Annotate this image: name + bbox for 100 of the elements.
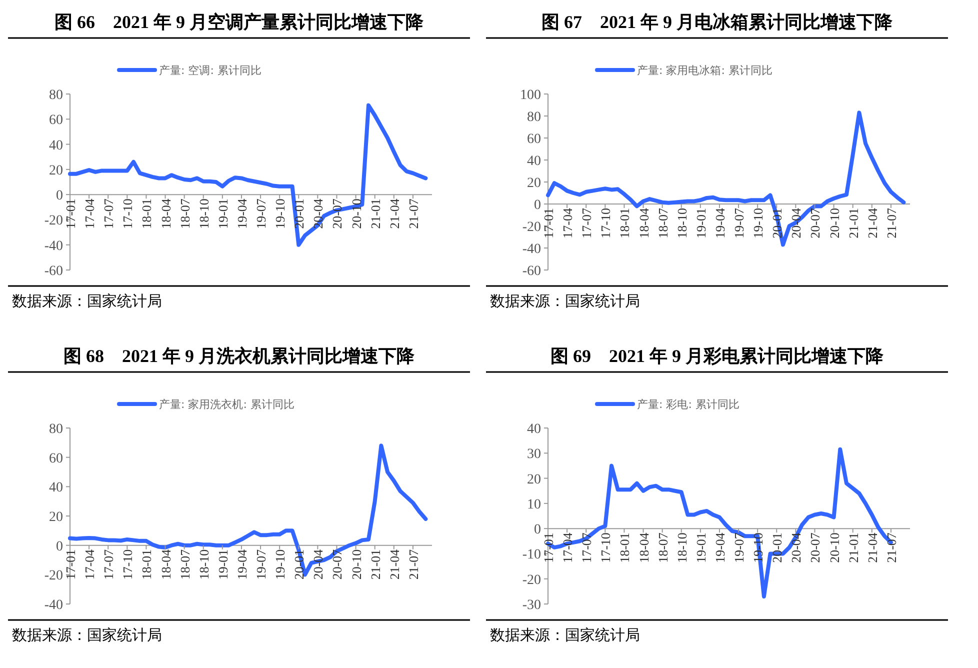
- x-tick-label: 20-10: [826, 208, 842, 238]
- x-tick-label: 19-07: [254, 198, 269, 229]
- x-tick-label: 21-01: [846, 532, 861, 563]
- x-tick-label: 17-10: [120, 549, 136, 580]
- x-tick-label: 20-01: [770, 532, 785, 563]
- x-tick-label: 17-07: [101, 198, 116, 229]
- x-tick-label: 19-01: [215, 198, 230, 229]
- x-tick-label: 20-01: [292, 549, 307, 580]
- x-tick-label: 17-01: [541, 208, 556, 238]
- x-tick-label: 21-01: [368, 198, 383, 229]
- chart-title: 图 67 2021 年 9 月电冰箱累计同比增速下降: [542, 12, 894, 32]
- y-tick-label: -20: [44, 568, 63, 584]
- x-tick-label: 18-10: [674, 208, 690, 238]
- x-tick-label: 17-07: [579, 532, 594, 563]
- y-tick-label: -20: [44, 214, 63, 229]
- x-tick-label: 19-01: [215, 549, 230, 580]
- x-tick-label: 20-01: [770, 208, 785, 238]
- y-tick-label: 20: [527, 472, 541, 488]
- x-tick-label: 18-01: [139, 549, 154, 580]
- y-tick-label: 60: [49, 113, 63, 128]
- source-note: 数据来源：国家统计局: [490, 293, 640, 310]
- chart-title: 图 68 2021 年 9 月洗衣机累计同比增速下降: [64, 346, 416, 366]
- x-tick-label: 19-10: [750, 532, 766, 563]
- x-tick-label: 17-01: [63, 549, 78, 580]
- y-tick-label: -40: [44, 238, 63, 254]
- y-tick-label: 0: [56, 188, 63, 204]
- x-tick-label: 18-01: [139, 198, 154, 229]
- x-tick-label: 19-04: [234, 548, 250, 580]
- x-tick-label: 20-07: [330, 198, 345, 229]
- x-tick-label: 21-04: [864, 532, 880, 563]
- source-note: 数据来源：国家统计局: [490, 627, 640, 644]
- x-tick-label: 20-10: [348, 198, 364, 229]
- x-tick-label: 21-01: [368, 549, 383, 580]
- x-tick-label: 21-07: [406, 548, 421, 580]
- chart-title: 图 69 2021 年 9 月彩电累计同比增速下降: [550, 346, 884, 366]
- x-tick-label: 21-01: [846, 208, 861, 238]
- y-tick-label: -60: [44, 264, 63, 279]
- x-tick-label: 19-07: [254, 548, 269, 580]
- y-tick-label: 80: [527, 110, 541, 125]
- x-tick-label: 17-10: [598, 208, 614, 238]
- legend-label: 产量: 家用电冰箱: 累计同比: [637, 64, 772, 77]
- x-tick-label: 21-07: [406, 198, 421, 229]
- x-tick-label: 18-10: [196, 549, 212, 580]
- y-tick-label: 20: [49, 163, 63, 178]
- x-tick-label: 17-10: [598, 532, 614, 563]
- x-tick-label: 20-04: [788, 532, 804, 563]
- y-tick-label: -20: [522, 572, 541, 588]
- y-tick-label: 100: [520, 88, 541, 103]
- x-tick-label: 19-04: [712, 532, 728, 563]
- y-tick-label: -60: [522, 264, 541, 279]
- y-tick-label: 10: [527, 497, 541, 512]
- y-tick-label: 60: [527, 132, 541, 147]
- source-note: 数据来源：国家统计局: [12, 627, 162, 644]
- x-tick-label: 17-01: [541, 532, 556, 563]
- x-tick-label: 20-04: [310, 198, 326, 229]
- x-tick-label: 18-01: [617, 208, 632, 238]
- line-series: [68, 103, 428, 247]
- x-tick-label: 20-07: [808, 208, 823, 238]
- x-tick-label: 20-04: [310, 548, 326, 580]
- x-tick-label: 20-07: [330, 548, 345, 580]
- line-series: [68, 444, 428, 577]
- chart-title: 图 66 2021 年 9 月空调产量累计同比增速下降: [54, 12, 424, 32]
- x-tick-label: 17-04: [82, 548, 98, 580]
- x-tick-label: 19-04: [712, 208, 728, 238]
- x-tick-label: 21-04: [386, 198, 402, 229]
- x-tick-label: 18-07: [655, 208, 670, 238]
- x-tick-label: 17-04: [82, 198, 98, 229]
- x-tick-label: 18-10: [674, 532, 690, 563]
- x-tick-label: 18-07: [177, 198, 192, 229]
- x-tick-label: 19-04: [234, 198, 250, 229]
- y-tick-label: 80: [49, 422, 63, 437]
- x-tick-label: 17-04: [560, 532, 576, 563]
- x-tick-label: 19-07: [732, 532, 747, 563]
- source-note: 数据来源：国家统计局: [12, 293, 162, 310]
- y-tick-label: 60: [49, 451, 63, 466]
- x-tick-label: 18-07: [177, 548, 192, 580]
- y-tick-label: 0: [534, 522, 541, 538]
- x-tick-label: 21-04: [864, 208, 880, 238]
- x-tick-label: 19-01: [693, 208, 708, 238]
- x-tick-label: 20-04: [788, 208, 804, 238]
- x-tick-label: 21-04: [386, 548, 402, 580]
- x-tick-label: 19-10: [272, 198, 288, 229]
- x-tick-label: 17-07: [101, 548, 116, 580]
- x-tick-label: 17-07: [579, 208, 594, 238]
- x-tick-label: 17-04: [560, 208, 576, 238]
- y-tick-label: 40: [527, 422, 541, 437]
- y-tick-label: 40: [49, 138, 63, 154]
- x-tick-label: 19-07: [732, 208, 747, 238]
- y-tick-label: -10: [522, 548, 541, 563]
- y-tick-label: -40: [522, 242, 541, 257]
- y-tick-label: 40: [527, 154, 541, 169]
- legend-label: 产量: 家用洗衣机: 累计同比: [159, 398, 294, 411]
- x-tick-label: 18-04: [636, 208, 652, 238]
- y-tick-label: -20: [522, 220, 541, 235]
- x-tick-label: 17-10: [120, 198, 136, 229]
- legend-label: 产量: 空调: 累计同比: [159, 64, 262, 77]
- line-series: [546, 110, 906, 247]
- y-tick-label: 0: [534, 198, 541, 213]
- y-tick-label: -40: [44, 598, 63, 613]
- y-tick-label: 20: [527, 176, 541, 191]
